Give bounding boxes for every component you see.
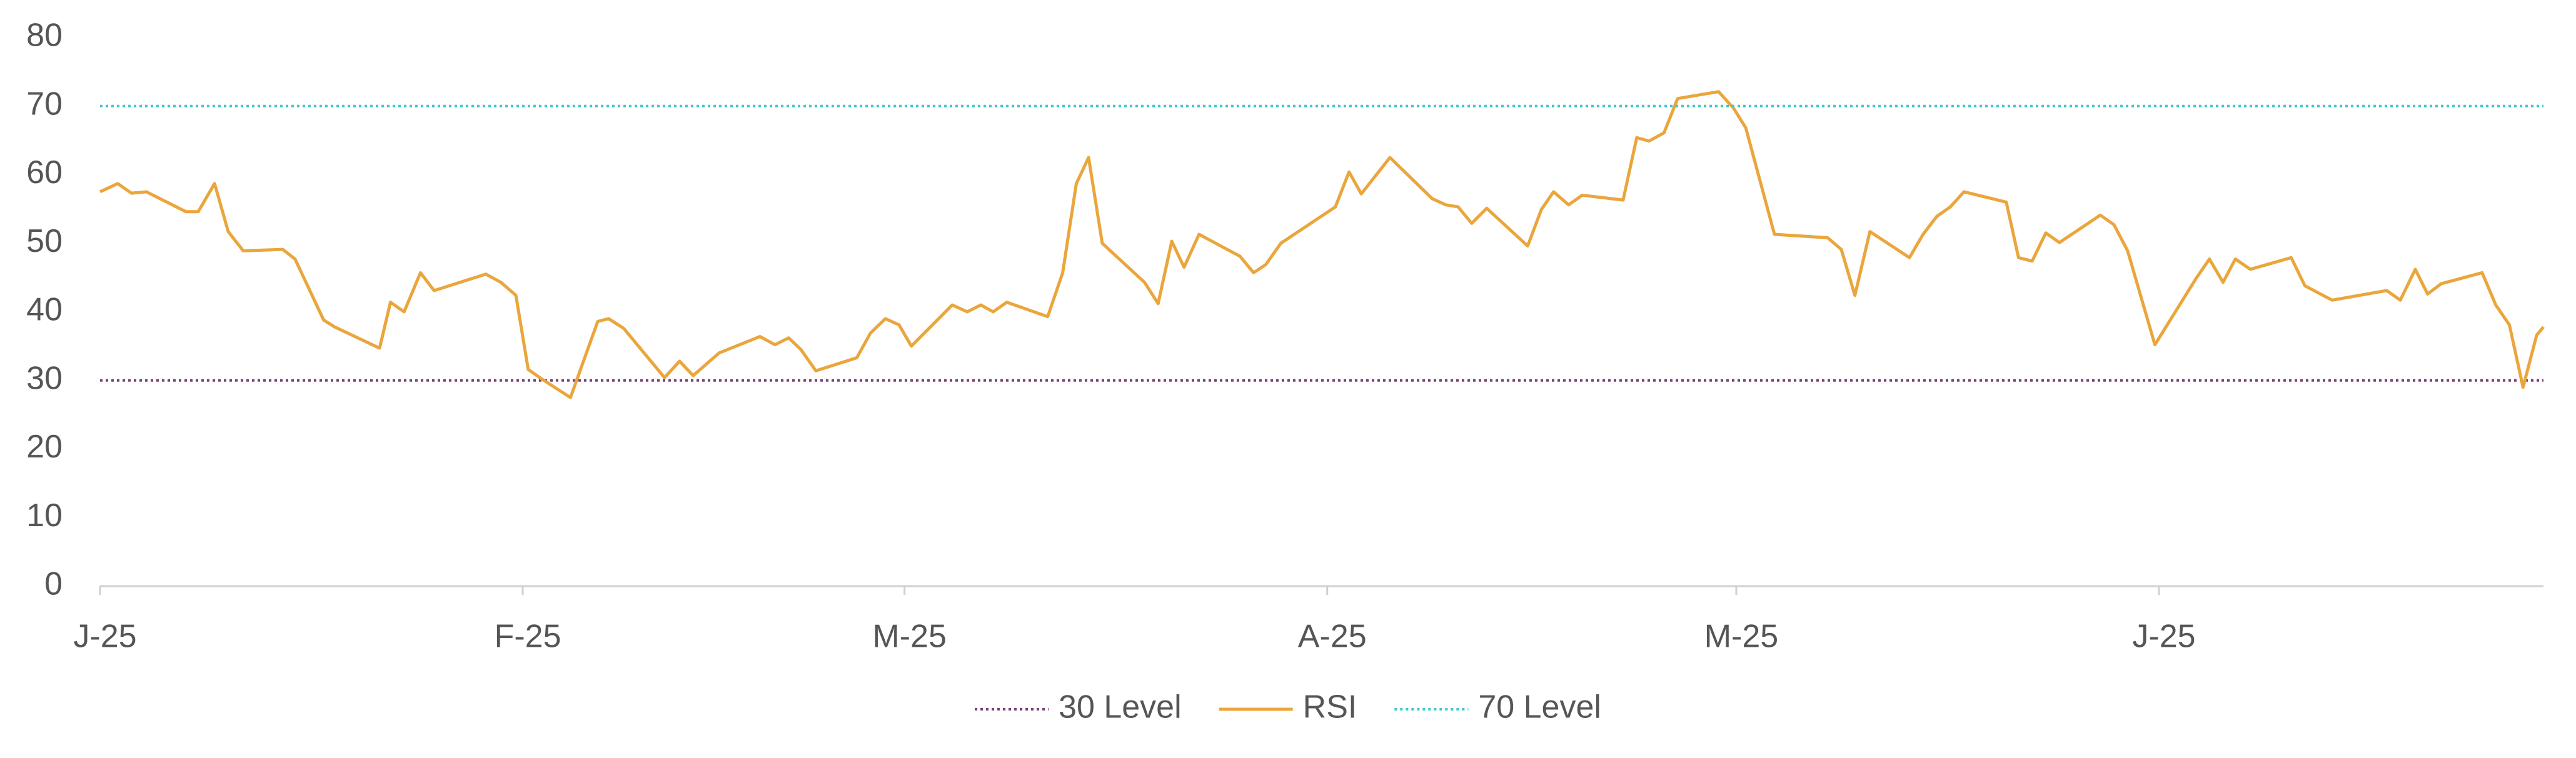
y-tick-label: 50 bbox=[26, 223, 63, 259]
x-tick-label: A-25 bbox=[1298, 619, 1367, 655]
rsi-line bbox=[99, 90, 2545, 399]
y-tick-label: 30 bbox=[26, 360, 63, 396]
x-tick-label: M-25 bbox=[1704, 619, 1778, 655]
y-tick-label: 10 bbox=[26, 497, 63, 534]
legend-label: 30 Level bbox=[1059, 689, 1182, 726]
x-tick-label: J-25 bbox=[73, 619, 136, 655]
y-tick-label: 20 bbox=[26, 429, 63, 465]
x-tick-label: F-25 bbox=[495, 619, 561, 655]
x-tick-label: J-25 bbox=[2132, 619, 2195, 655]
x-tick-label: M-25 bbox=[872, 619, 946, 655]
legend-label: RSI bbox=[1303, 689, 1357, 726]
legend-label: 70 Level bbox=[1478, 689, 1601, 726]
y-tick-label: 80 bbox=[26, 17, 63, 54]
y-tick-label: 60 bbox=[26, 154, 63, 191]
y-tick-label: 70 bbox=[26, 86, 63, 122]
y-tick-label: 0 bbox=[44, 566, 63, 602]
y-tick-label: 40 bbox=[26, 292, 63, 328]
